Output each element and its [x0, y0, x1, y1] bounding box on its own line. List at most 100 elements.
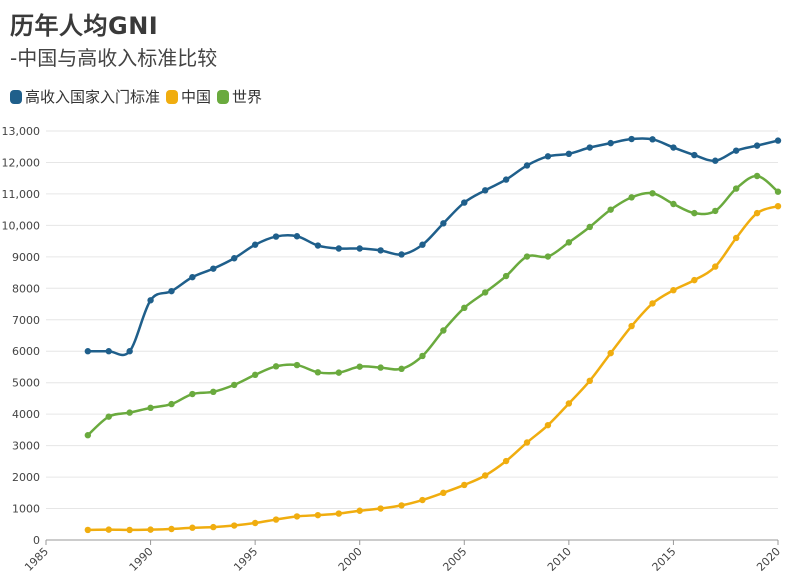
- data-point-world: [774, 188, 782, 195]
- data-point-high-income: [231, 255, 238, 262]
- data-point-world: [251, 371, 259, 379]
- y-tick-label: 10,000: [2, 219, 41, 232]
- data-point-china: [210, 523, 217, 531]
- data-point-world: [210, 388, 217, 396]
- y-tick-label: 3000: [12, 440, 40, 453]
- y-tick-label: 5000: [12, 377, 40, 390]
- data-point-world: [126, 409, 133, 416]
- legend-swatch-high-income: [10, 89, 22, 104]
- data-point-high-income: [628, 135, 635, 143]
- data-point-china: [565, 400, 573, 407]
- data-point-china: [126, 526, 133, 534]
- data-point-high-income: [586, 144, 593, 151]
- data-point-china: [272, 516, 280, 523]
- x-tick-label: 2020: [754, 545, 783, 574]
- data-point-world: [565, 239, 573, 246]
- data-point-china: [628, 322, 635, 330]
- data-point-china: [753, 209, 761, 217]
- data-point-world: [544, 253, 552, 260]
- data-point-high-income: [398, 251, 405, 258]
- data-point-china: [105, 526, 112, 533]
- data-point-china: [502, 457, 510, 465]
- y-tick-label: 8000: [12, 282, 40, 295]
- data-point-world: [147, 404, 154, 412]
- data-point-china: [147, 526, 154, 533]
- data-point-world: [586, 223, 593, 231]
- data-point-world: [607, 206, 614, 213]
- y-tick-label: 0: [33, 534, 40, 547]
- data-point-world: [691, 209, 698, 217]
- data-point-world: [168, 400, 175, 408]
- data-point-world: [523, 253, 531, 260]
- data-point-high-income: [293, 233, 301, 240]
- data-point-world: [293, 361, 301, 369]
- data-point-china: [482, 472, 489, 479]
- data-point-china: [293, 513, 301, 520]
- data-point-high-income: [712, 157, 719, 164]
- data-point-world: [440, 327, 447, 334]
- data-point-china: [732, 234, 740, 242]
- data-point-high-income: [251, 241, 259, 248]
- y-tick-label: 12,000: [2, 156, 41, 169]
- data-point-china: [712, 263, 719, 270]
- data-point-china: [586, 377, 593, 385]
- data-point-china: [231, 522, 238, 529]
- data-point-china: [335, 510, 342, 517]
- data-point-china: [440, 489, 447, 497]
- data-point-high-income: [314, 242, 322, 249]
- data-point-china: [84, 526, 92, 534]
- data-point-world: [398, 365, 405, 373]
- data-point-china: [774, 202, 782, 210]
- data-point-china: [398, 502, 405, 509]
- chart-subtitle: -中国与高收入标准比较: [10, 46, 218, 70]
- data-point-world: [105, 413, 112, 420]
- y-tick-label: 1000: [12, 503, 40, 516]
- data-point-china: [377, 505, 384, 512]
- data-point-world: [419, 352, 426, 360]
- data-point-high-income: [335, 245, 342, 252]
- x-tick-label: 1995: [231, 545, 260, 574]
- x-tick-label: 2005: [440, 545, 469, 574]
- data-point-world: [231, 381, 238, 389]
- legend-item-china[interactable]: 中国: [166, 86, 211, 107]
- legend: 高收入国家入门标准 中国 世界: [10, 86, 268, 107]
- data-point-high-income: [753, 142, 761, 149]
- data-point-high-income: [356, 245, 363, 252]
- data-point-china: [189, 524, 196, 531]
- legend-swatch-china: [166, 89, 179, 104]
- y-tick-label: 11,000: [2, 188, 41, 201]
- y-tick-label: 7000: [12, 314, 40, 327]
- y-tick-label: 4000: [12, 408, 40, 421]
- legend-swatch-world: [217, 89, 230, 104]
- data-point-high-income: [210, 265, 217, 272]
- data-point-world: [753, 172, 761, 180]
- legend-item-high-income[interactable]: 高收入国家入门标准: [10, 86, 160, 107]
- data-point-high-income: [168, 287, 175, 295]
- data-point-world: [628, 194, 635, 201]
- data-point-high-income: [523, 162, 531, 169]
- data-point-china: [607, 349, 614, 357]
- data-point-world: [502, 272, 510, 280]
- legend-label-china: 中国: [181, 88, 212, 106]
- data-point-china: [356, 507, 363, 514]
- data-point-china: [461, 481, 468, 489]
- data-point-high-income: [377, 247, 384, 254]
- data-point-high-income: [272, 233, 280, 240]
- data-point-high-income: [670, 144, 677, 151]
- legend-item-world[interactable]: 世界: [217, 86, 262, 107]
- data-point-high-income: [461, 199, 468, 206]
- data-point-china: [251, 519, 259, 527]
- y-tick-label: 6000: [12, 345, 40, 358]
- x-tick-label: 1985: [22, 545, 51, 574]
- series-line-high-income: [87, 137, 779, 357]
- data-point-high-income: [147, 297, 154, 304]
- y-tick-label: 13,000: [2, 125, 41, 138]
- data-point-china: [314, 511, 322, 519]
- data-point-china: [649, 300, 656, 307]
- data-point-world: [84, 432, 92, 439]
- data-point-world: [670, 200, 677, 208]
- data-point-high-income: [691, 151, 698, 159]
- data-point-high-income: [126, 348, 133, 355]
- data-point-high-income: [189, 273, 196, 281]
- data-point-high-income: [105, 348, 112, 355]
